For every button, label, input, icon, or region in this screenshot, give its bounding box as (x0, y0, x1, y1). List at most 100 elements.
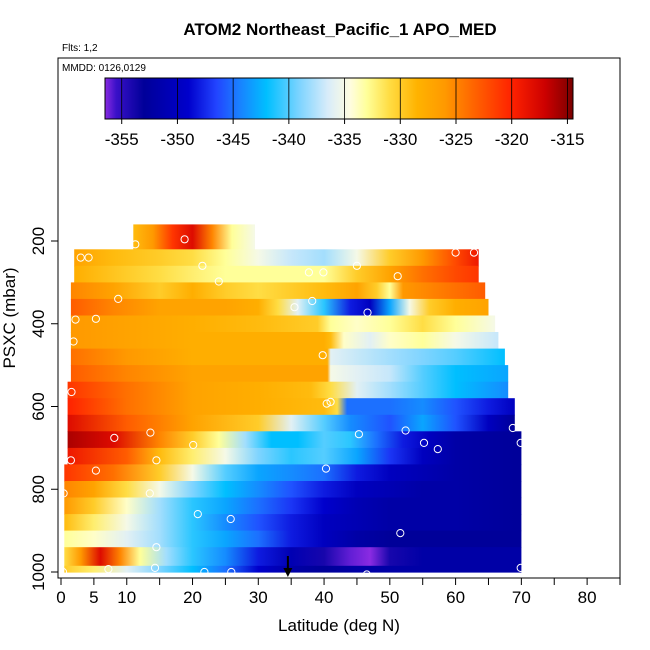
colorbar-ticks: -355 -350 -345 -340 -335 -330 -325 -320 -315 (105, 78, 584, 149)
curtain-row (64, 565, 522, 573)
x-axis: 0 5 10 20 30 40 50 60 70 80 (56, 578, 621, 607)
sample-point (67, 387, 76, 397)
sample-point (393, 272, 402, 281)
curtain-row (70, 282, 486, 300)
x-tick-label: 40 (315, 588, 334, 607)
sample-point (227, 567, 236, 577)
sample-point (180, 235, 189, 244)
sample-point (152, 543, 161, 552)
sample-points (58, 235, 525, 578)
sample-point (508, 423, 517, 433)
sample-point (193, 509, 202, 519)
sample-point (59, 489, 68, 498)
colorbar-tick-label: -320 (495, 130, 529, 149)
sample-point (326, 397, 335, 406)
y-axis: 200 400 600 800 1000 (29, 227, 58, 591)
sample-point (152, 456, 161, 465)
curtain-row (70, 298, 489, 317)
sample-point (150, 563, 160, 573)
curtain-row (67, 447, 522, 466)
sample-point (91, 466, 101, 475)
curtain-row (70, 332, 499, 350)
sample-point (110, 433, 119, 442)
y-axis-label: PSXC (mbar) (0, 267, 19, 368)
sample-point (91, 314, 101, 323)
colorbar-tick-label: -340 (272, 130, 306, 149)
y-tick-label: 800 (29, 475, 48, 503)
colorbar-tick-label: -335 (328, 130, 362, 149)
curtain-row (74, 249, 479, 267)
x-tick-label: 0 (56, 588, 65, 607)
y-tick-label: 400 (29, 310, 48, 338)
sample-point (69, 337, 78, 346)
curtain-row (64, 547, 522, 567)
sample-point (290, 303, 299, 312)
sample-point (451, 248, 460, 257)
sample-point (308, 296, 317, 306)
sample-point (433, 445, 442, 454)
curtain-row (64, 514, 522, 532)
sample-point (58, 567, 68, 577)
chart-title: ATOM2 Northeast_Pacific_1 APO_MED (183, 20, 496, 39)
x-tick-label: 50 (380, 588, 399, 607)
sample-point (419, 438, 429, 447)
sample-point (319, 268, 328, 277)
x-tick-label: 5 (89, 588, 98, 607)
latitude-marker-arrow (283, 556, 293, 577)
curtain-row (74, 265, 479, 283)
sample-point (304, 268, 313, 277)
curtain-row (64, 497, 522, 515)
x-tick-label: 80 (578, 588, 597, 607)
sample-point (131, 240, 140, 249)
sample-point (362, 570, 371, 578)
curtain-row (67, 414, 515, 432)
colorbar-tick-label: -350 (160, 130, 194, 149)
colorbar-tick-label: -330 (383, 130, 417, 149)
sample-point (516, 563, 525, 573)
marker-head (283, 568, 293, 577)
sample-point (321, 464, 331, 473)
colorbar-tick-label: -345 (216, 130, 250, 149)
curtain-row (67, 431, 522, 449)
curtain-row (133, 224, 255, 250)
sample-point (104, 565, 113, 574)
x-tick-label: 60 (446, 588, 465, 607)
sample-point (84, 253, 93, 262)
flights-note: Flts: 1,2 (62, 43, 98, 54)
sample-point (516, 438, 525, 447)
sample-point (226, 514, 235, 524)
x-tick-label: 70 (512, 588, 531, 607)
sample-point (401, 426, 410, 435)
curtain-row (70, 348, 505, 366)
sample-point (352, 261, 361, 270)
sample-point (145, 489, 154, 498)
plot-frame (57, 57, 621, 579)
x-tick-label: 30 (249, 588, 268, 607)
curtain-row (70, 365, 509, 383)
x-tick-label: 20 (183, 588, 202, 607)
colorbar-tick-label: -315 (550, 130, 584, 149)
curtain-row (67, 398, 515, 416)
data-curtain (64, 224, 522, 573)
sample-point (354, 430, 363, 439)
sample-point (318, 351, 327, 360)
sample-point (363, 308, 372, 317)
colorbar-tick-label: -325 (439, 130, 473, 149)
curtain-row (70, 315, 496, 333)
sample-point (76, 253, 85, 262)
sample-point (322, 399, 331, 408)
colorbar-fill (104, 77, 574, 120)
colorbar (104, 77, 574, 120)
sample-point (200, 567, 209, 577)
sample-point (214, 277, 223, 286)
sample-point (66, 456, 76, 465)
sample-point (396, 529, 405, 538)
sample-point (146, 428, 155, 437)
colorbar-tick-label: -355 (105, 130, 139, 149)
sample-point (189, 440, 198, 450)
x-tick-label: 10 (117, 588, 136, 607)
x-axis-label: Latitude (deg N) (278, 616, 400, 635)
sample-point (469, 248, 479, 257)
curtain-row (64, 530, 522, 548)
sample-point (114, 294, 123, 303)
